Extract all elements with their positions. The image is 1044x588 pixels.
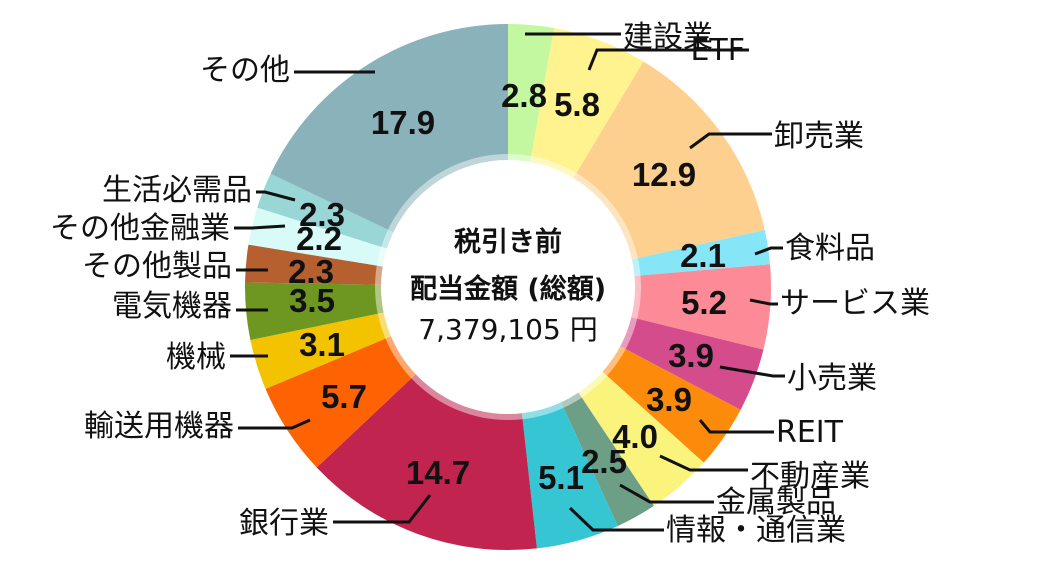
slice-label-7: 不動産業	[750, 459, 870, 494]
slice-label-14: その他製品	[82, 249, 232, 284]
leader-line-3	[754, 246, 783, 256]
slice-value-9: 5.1	[538, 459, 584, 496]
leader-line-9	[568, 506, 664, 532]
leader-line-11	[238, 418, 311, 430]
leader-line-16	[256, 190, 296, 202]
slice-value-2: 12.9	[632, 156, 696, 193]
slice-label-8: 金属製品	[716, 485, 836, 520]
slice-17	[270, 24, 508, 233]
slice-label-11: 輸送用機器	[84, 409, 234, 444]
slice-value-1: 5.8	[554, 86, 600, 123]
slice-0	[508, 24, 555, 162]
leader-line-8	[619, 483, 714, 504]
slice-value-13: 3.5	[289, 282, 335, 319]
slice-value-5: 3.9	[668, 337, 714, 374]
center-summary: 税引き前 配当金額 (総額) 7,379,105 円	[410, 226, 606, 346]
slice-13	[244, 282, 384, 340]
slice-3	[631, 229, 771, 277]
slice-14	[245, 244, 383, 285]
center-title-line1: 税引き前	[454, 226, 562, 258]
donut-hole	[391, 170, 625, 404]
slice-label-16: 生活必需品	[102, 173, 252, 208]
leader-line-7	[659, 454, 748, 472]
slice-label-13: 電気機器	[112, 289, 232, 324]
slice-value-11: 5.7	[321, 378, 367, 415]
center-total: 7,379,105 円	[418, 313, 597, 346]
slice-value-15: 2.3	[299, 196, 345, 233]
slice-label-3: 食料品	[785, 231, 875, 266]
slice-value-14: 2.3	[288, 253, 334, 290]
slice-11	[265, 336, 416, 468]
slice-label-5: 小売業	[787, 361, 877, 396]
slice-9	[521, 402, 618, 549]
slice-label-4: サービス業	[780, 286, 930, 321]
leader-line-1	[587, 48, 749, 71]
leader-line-10	[333, 494, 432, 524]
slice-label-10: 銀行業	[239, 506, 329, 541]
slice-value-16: 2.2	[296, 220, 342, 257]
slice-2	[573, 61, 765, 260]
slice-value-0: 2.8	[501, 77, 547, 114]
slice-value-10: 14.7	[406, 454, 470, 491]
leader-line-4	[749, 298, 778, 306]
slice-label-9: 情報・通信業	[666, 513, 846, 548]
slice-label-15: その他金融業	[50, 211, 230, 246]
slice-value-7: 4.0	[612, 418, 658, 455]
slice-value-6: 3.9	[646, 381, 692, 418]
slice-value-4: 5.2	[681, 284, 727, 321]
slice-label-6: REIT	[776, 415, 844, 450]
leader-line-2	[689, 132, 772, 150]
slice-value-12: 3.1	[299, 326, 345, 363]
leader-line-5	[719, 365, 785, 378]
leader-line-6	[698, 419, 774, 434]
slice-label-12: 機械	[166, 340, 226, 375]
slice-value-3: 2.1	[680, 237, 726, 274]
slice-7	[578, 371, 704, 506]
slice-16	[257, 173, 394, 249]
slice-label-17: その他	[200, 53, 290, 88]
slice-label-0: 建設業	[623, 20, 713, 55]
slice-6	[602, 346, 741, 463]
slice-12	[250, 312, 391, 389]
slice-label-1: ETF	[690, 33, 745, 68]
slice-4	[631, 264, 772, 350]
slice-label-2: 卸売業	[774, 119, 864, 154]
slice-5	[620, 317, 764, 410]
slice-value-8: 2.5	[581, 443, 627, 480]
slice-value-17: 17.9	[371, 104, 435, 141]
leader-line-15	[234, 224, 286, 230]
slice-1	[530, 28, 644, 179]
slice-10	[316, 374, 537, 551]
center-title-line2: 配当金額 (総額)	[410, 273, 606, 305]
slice-15	[248, 207, 387, 267]
